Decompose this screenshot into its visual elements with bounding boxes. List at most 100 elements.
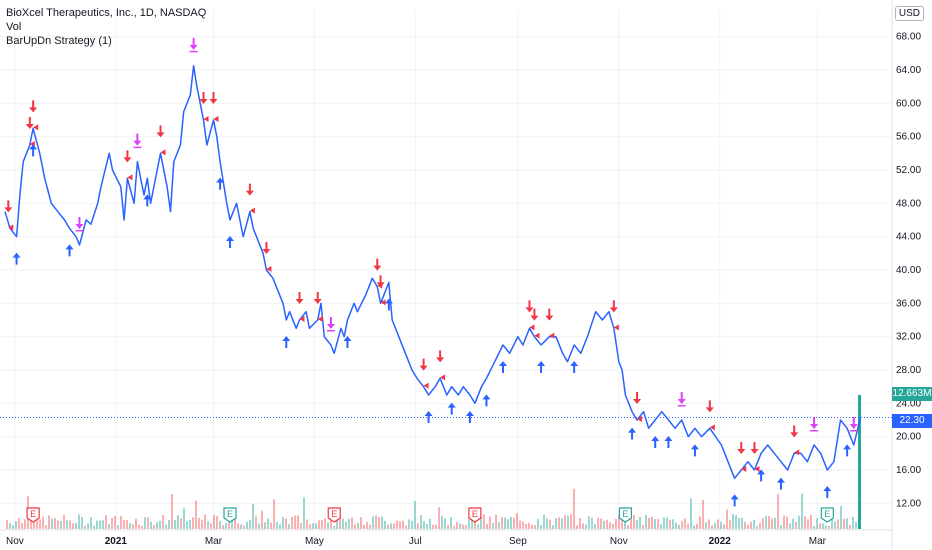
volume-bar <box>549 519 551 529</box>
volume-bar <box>495 514 497 529</box>
volume-bar <box>459 523 461 529</box>
volume-bar <box>453 525 455 529</box>
volume-bar <box>333 525 335 529</box>
sell-signal-arrow <box>737 442 746 454</box>
volume-bar <box>129 523 131 529</box>
volume-bar <box>315 523 317 529</box>
volume-bar <box>441 515 443 529</box>
volume-bar <box>513 517 515 529</box>
volume-bar <box>198 517 200 529</box>
volume-bar <box>414 501 416 529</box>
volume-bar <box>294 515 296 529</box>
volume-bar <box>576 525 578 529</box>
sell-signal-arrow <box>262 242 271 254</box>
volume-bar <box>570 514 572 529</box>
volume-bar <box>195 500 197 529</box>
volume-bar <box>342 518 344 529</box>
y-tick-label: 44.00 <box>896 232 921 243</box>
volume-bar <box>426 523 428 529</box>
volume-bar <box>648 517 650 529</box>
currency-badge[interactable]: USD <box>894 6 924 21</box>
volume-bar <box>162 515 164 529</box>
volume-bar <box>462 524 464 529</box>
volume-bar <box>804 516 806 529</box>
volume-bar <box>456 522 458 529</box>
volume-bar <box>846 518 848 529</box>
volume-bar <box>159 520 161 529</box>
volume-bar <box>309 524 311 529</box>
volume-bar <box>210 523 212 529</box>
volume-bar <box>588 516 590 529</box>
volume-bar <box>174 520 176 529</box>
volume-bar <box>420 515 422 529</box>
volume-bar <box>432 524 434 529</box>
volume-bar <box>42 516 44 529</box>
volume-bar <box>762 518 764 529</box>
volume-bar <box>66 520 68 529</box>
buy-signal-arrow <box>216 177 225 190</box>
volume-label: Vol <box>6 21 22 33</box>
buy-signal-arrow <box>757 469 766 482</box>
y-tick-label: 32.00 <box>896 332 921 343</box>
buy-signal-arrow <box>628 427 637 440</box>
volume-bar <box>786 516 788 529</box>
exit-signal-arrow <box>133 133 142 146</box>
volume-bar <box>222 524 224 529</box>
volume-bar <box>537 518 539 529</box>
y-tick-label: 52.00 <box>896 165 921 176</box>
volume-bar <box>789 523 791 529</box>
volume-bar <box>327 522 329 529</box>
volume-bar <box>231 517 233 529</box>
volume-bar <box>150 521 152 529</box>
volume-bar <box>474 518 476 529</box>
volume-bar <box>387 524 389 529</box>
x-tick-label: Sep <box>509 536 527 547</box>
buy-signal-arrow <box>226 236 235 248</box>
sell-signal-arrow <box>209 92 218 104</box>
volume-bar <box>9 523 11 529</box>
sell-entry-marker <box>549 332 555 339</box>
volume-bar <box>528 522 530 529</box>
volume-bar <box>381 516 383 529</box>
volume-bar <box>438 507 440 529</box>
sell-entry-marker <box>440 374 446 381</box>
volume-bar <box>507 519 509 529</box>
volume-bar <box>84 525 86 529</box>
volume-bar <box>519 520 521 529</box>
volume-bar <box>12 525 14 529</box>
sell-entry-marker <box>317 316 323 322</box>
volume-bar <box>840 506 842 529</box>
volume-bar <box>714 523 716 529</box>
x-tick-label: Mar <box>809 536 827 547</box>
volume-bar <box>60 521 62 529</box>
volume-bar <box>693 525 695 529</box>
volume-bar <box>825 525 827 529</box>
volume-bar <box>582 523 584 529</box>
volume-bar <box>246 521 248 529</box>
volume-bar <box>591 517 593 529</box>
volume-bar <box>273 499 275 529</box>
earnings-marker <box>618 507 633 523</box>
volume-bar <box>363 525 365 529</box>
volume-bar <box>543 514 545 529</box>
sell-signal-arrow <box>123 150 132 163</box>
sell-entry-marker <box>380 299 386 306</box>
volume-bar <box>48 515 50 529</box>
buy-signal-arrow <box>499 361 508 373</box>
volume-bar <box>108 524 110 529</box>
volume-bar <box>783 515 785 529</box>
volume-bar <box>45 525 47 529</box>
volume-bar <box>855 521 857 529</box>
earnings-marker-label: E <box>331 509 337 519</box>
sell-signal-arrow <box>199 92 208 104</box>
volume-bar <box>546 518 548 529</box>
volume-bar <box>429 518 431 529</box>
volume-bar <box>471 514 473 529</box>
earnings-marker-label: E <box>472 509 478 519</box>
sell-entry-marker <box>534 332 540 339</box>
volume-bar <box>486 523 488 529</box>
x-tick-label: Nov <box>6 536 24 547</box>
volume-bar <box>372 516 374 529</box>
exit-signal-arrow <box>810 417 819 429</box>
